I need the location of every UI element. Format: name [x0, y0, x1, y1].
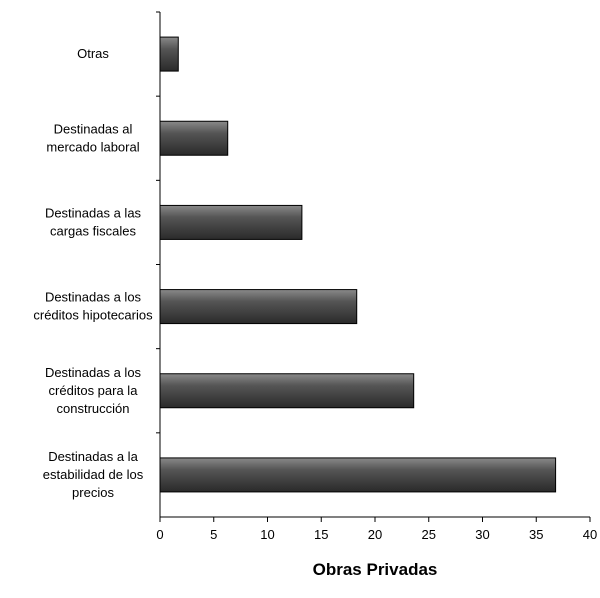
bar: [159, 36, 179, 72]
axes: [159, 12, 590, 518]
category-label: Destinadas a la estabilidad de los precios: [43, 449, 144, 500]
x-tick-label: 15: [314, 527, 328, 542]
bar: [159, 457, 557, 493]
x-axis-title: Obras Privadas: [313, 560, 438, 579]
x-axis-ticks: 0 5 10 15 20 25 30 35 40: [156, 517, 597, 542]
x-tick-label: 40: [583, 527, 597, 542]
x-tick-label: 5: [210, 527, 217, 542]
x-tick-label: 25: [422, 527, 436, 542]
category-label: Destinadas a las cargas fiscales: [45, 205, 142, 238]
bar: [159, 204, 303, 240]
category-label: Destinadas a los créditos hipotecarios: [33, 290, 153, 323]
category-label: Otras: [77, 46, 109, 61]
bar: [159, 120, 229, 156]
category-labels: Otras Destinadas al mercado laboral Destina…: [33, 11, 160, 500]
x-tick-label: 0: [156, 527, 163, 542]
bar: [159, 289, 358, 325]
x-tick-label: 10: [260, 527, 274, 542]
bars-group: [159, 36, 557, 493]
x-tick-label: 20: [368, 527, 382, 542]
bar: [159, 373, 415, 409]
x-tick-label: 30: [475, 527, 489, 542]
x-tick-label: 35: [529, 527, 543, 542]
category-label: Destinadas a los créditos para la construc…: [45, 365, 142, 416]
category-label: Destinadas al mercado laboral: [46, 121, 139, 154]
